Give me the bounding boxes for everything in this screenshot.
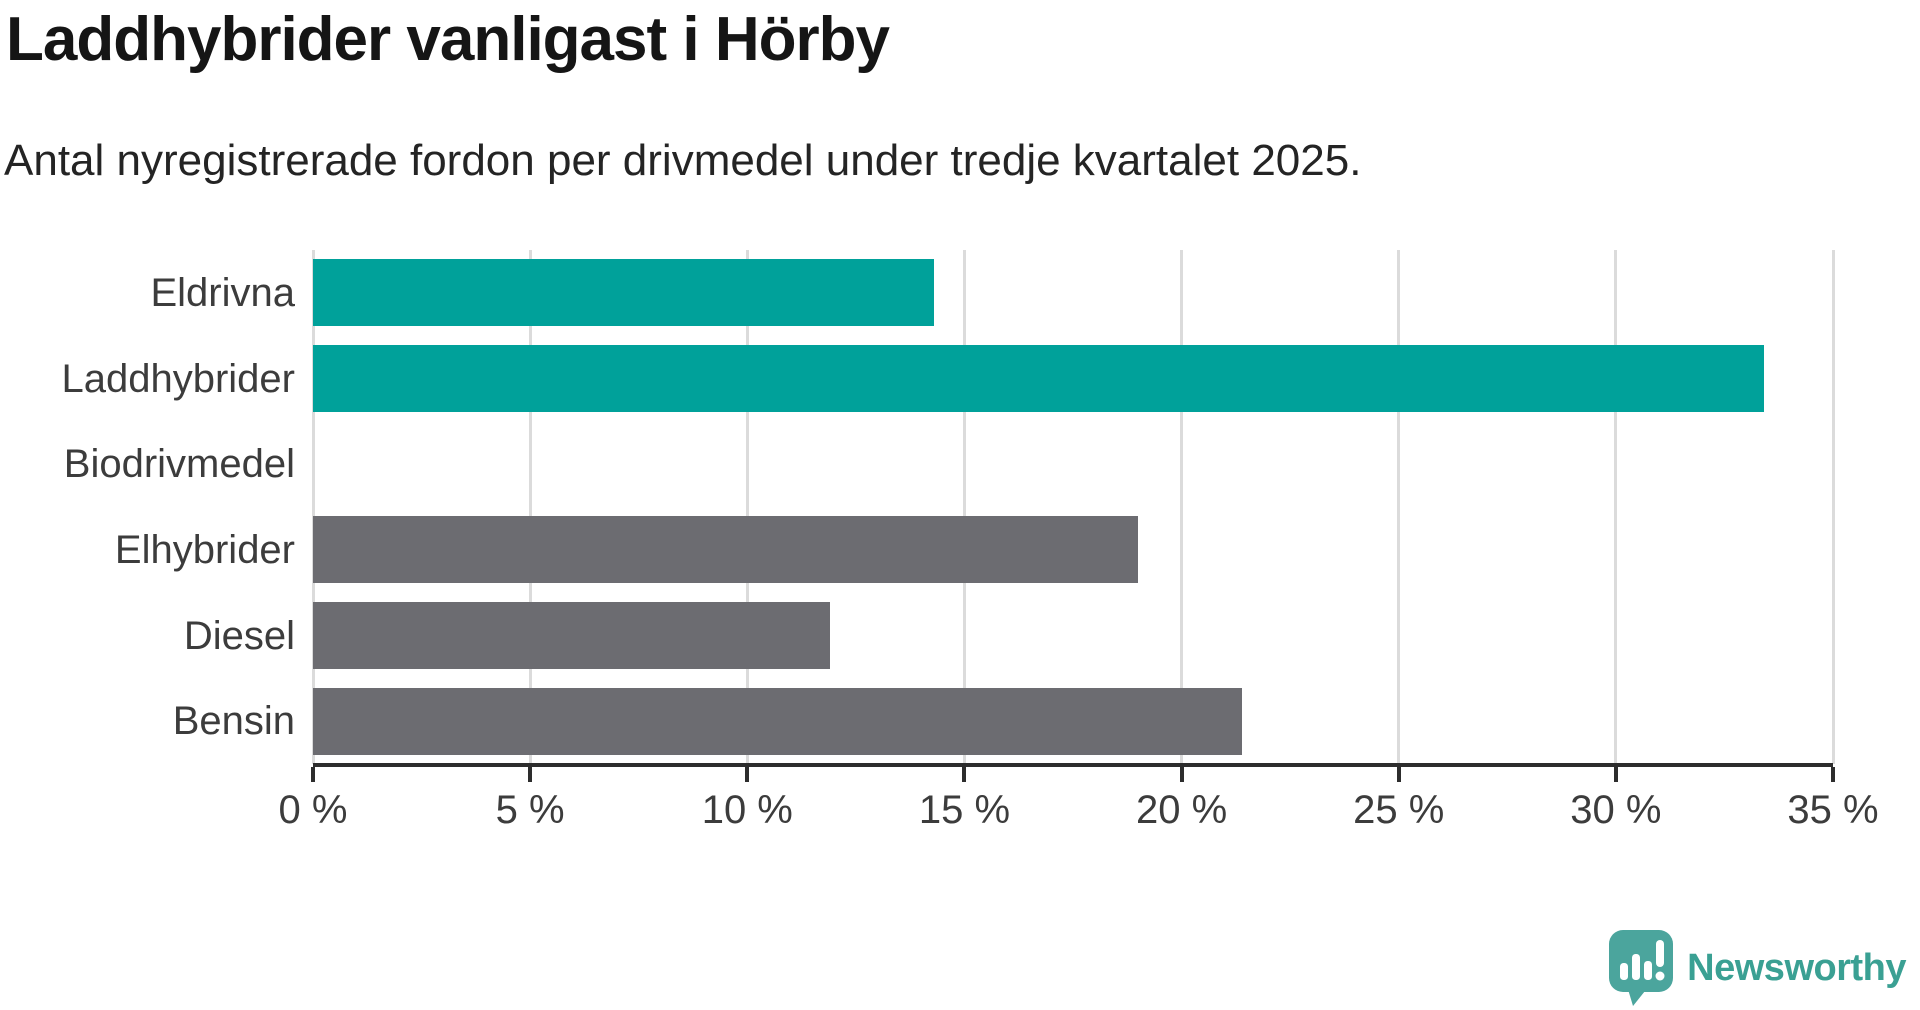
bar-eldrivna: [313, 259, 935, 327]
gridline-30: [1614, 250, 1618, 764]
newsworthy-speech-bubble-chart-icon: [1609, 930, 1674, 1006]
gridline-35: [1831, 250, 1835, 764]
x-tick-15: [962, 767, 967, 782]
category-label-bensin: Bensin: [172, 699, 295, 744]
x-tick-25: [1396, 767, 1401, 782]
x-tick-label-30: 30 %: [1570, 788, 1662, 832]
plot-area: 0 % 5 % 10 % 15 % 20 % 25 % 30 % 35 %: [279, 250, 1879, 832]
category-label-diesel: Diesel: [183, 613, 295, 658]
x-tick-35: [1831, 767, 1835, 782]
chart-title: Laddhybrider vanligast i Hörby: [6, 5, 890, 74]
x-tick-5: [528, 767, 533, 782]
newsworthy-brand: Newsworthy: [1609, 930, 1906, 1006]
gridline-15: [962, 250, 966, 764]
gridline-20: [1180, 250, 1184, 764]
newsworthy-wordmark: Newsworthy: [1687, 946, 1906, 989]
x-tick-0: [311, 767, 315, 782]
chart-subtitle: Antal nyregistrerade fordon per drivmede…: [4, 136, 1362, 185]
bar-elhybrider: [313, 516, 1139, 584]
x-tick-label-20: 20 %: [1135, 788, 1228, 832]
gridline-0: [311, 250, 315, 764]
category-label-eldrivna: Eldrivna: [150, 270, 295, 315]
x-tick-20: [1179, 767, 1184, 782]
bar-bensin: [313, 687, 1243, 755]
x-tick-label-35: 35 %: [1787, 788, 1879, 832]
category-label-biodrivmedel: Biodrivmedel: [63, 442, 295, 487]
x-tick-label-10: 10 %: [701, 788, 793, 832]
x-axis-line: [313, 763, 1833, 767]
gridline-25: [1397, 250, 1401, 764]
category-label-laddhybrider: Laddhybrider: [61, 356, 296, 401]
x-tick-label-15: 15 %: [918, 788, 1011, 832]
x-tick-label-0: 0 %: [278, 788, 348, 832]
x-tick-30: [1613, 767, 1618, 782]
category-axis: Eldrivna Laddhybrider Biodrivmedel Elhybrid…: [0, 250, 296, 764]
bar-laddhybrider: [313, 345, 1764, 412]
gridline-10: [745, 250, 749, 764]
x-tick-label-5: 5 %: [495, 788, 565, 832]
x-tick-10: [745, 767, 750, 782]
gridline-5: [528, 250, 532, 764]
bar-diesel: [313, 602, 830, 669]
category-label-elhybrider: Elhybrider: [114, 527, 295, 572]
x-tick-label-25: 25 %: [1353, 788, 1445, 832]
